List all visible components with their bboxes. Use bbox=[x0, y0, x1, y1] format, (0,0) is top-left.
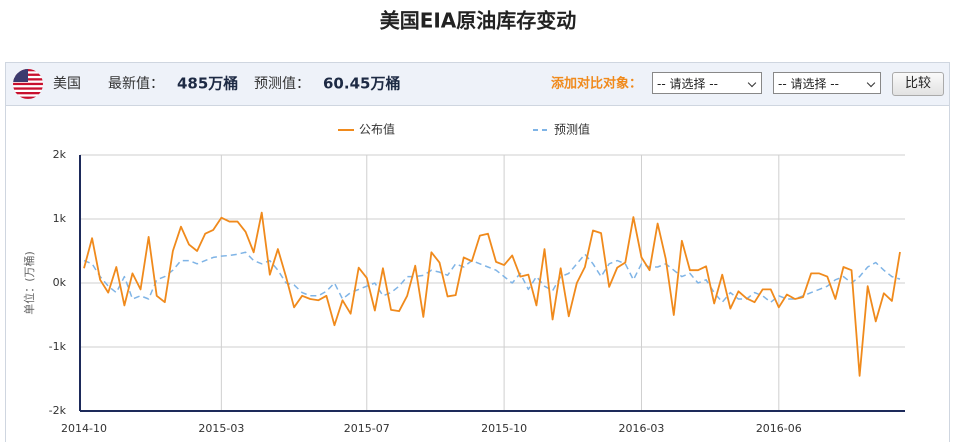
forecast-value: 60.45万桶 bbox=[323, 75, 400, 93]
country: 美国 bbox=[53, 76, 81, 92]
flag bbox=[13, 69, 43, 99]
legend-label: 预测值 bbox=[554, 122, 590, 137]
y-tick-label: 2k bbox=[53, 148, 67, 161]
series-line bbox=[83, 211, 901, 377]
x-tick-label: 2015-10 bbox=[481, 422, 527, 435]
select[interactable]: -- 请选择 -- bbox=[773, 72, 881, 94]
compare-label: 添加对比对象： bbox=[551, 76, 642, 92]
panel bbox=[5, 62, 950, 442]
compare-button[interactable]: 比较 bbox=[892, 72, 944, 96]
y-tick-label: 1k bbox=[53, 212, 67, 225]
x-tick-label: 2016-03 bbox=[618, 422, 664, 435]
y-tick-label: -2k bbox=[49, 404, 67, 417]
y-tick-label: 0k bbox=[53, 276, 67, 289]
legend-label: 公布值 bbox=[359, 122, 395, 137]
forecast-label: 预测值： bbox=[254, 76, 310, 92]
y-tick-label: -1k bbox=[49, 340, 67, 353]
x-tick-label: 2016-06 bbox=[756, 422, 802, 435]
series-line bbox=[83, 251, 901, 303]
x-tick-label: 2014-10 bbox=[61, 422, 107, 435]
y-axis-label: 单位：(万桶) bbox=[22, 251, 36, 315]
latest-value: 485万桶 bbox=[177, 75, 238, 93]
page-title: 美国EIA原油库存变动 bbox=[380, 9, 577, 33]
select[interactable]: -- 请选择 -- bbox=[652, 72, 762, 94]
latest-label: 最新值： bbox=[108, 76, 164, 92]
x-tick-label: 2015-07 bbox=[344, 422, 390, 435]
x-tick-label: 2015-03 bbox=[198, 422, 244, 435]
